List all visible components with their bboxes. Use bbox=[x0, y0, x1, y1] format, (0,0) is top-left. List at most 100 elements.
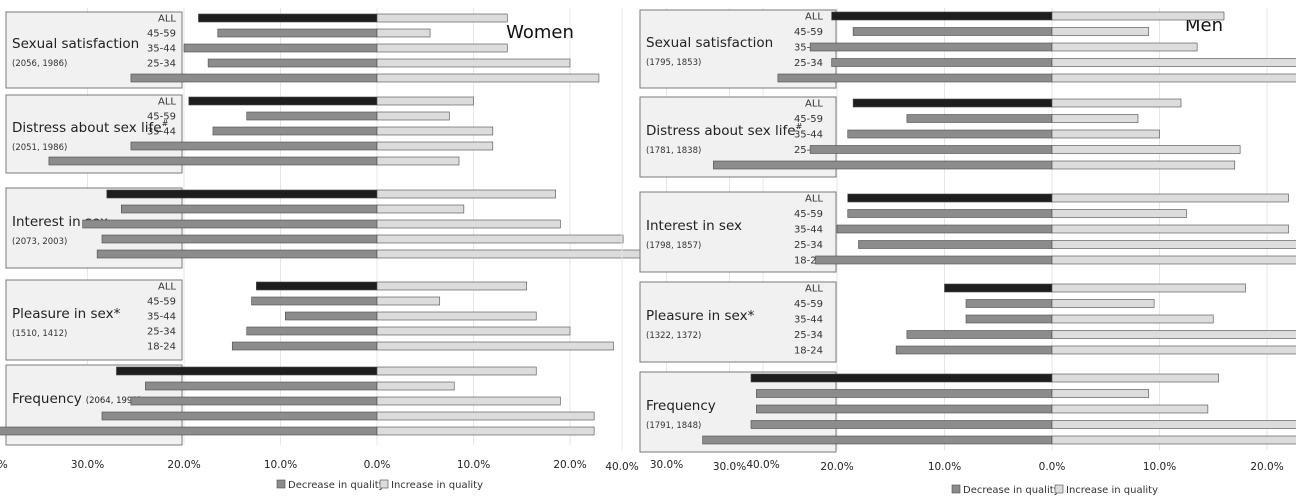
increase-bar bbox=[376, 141, 494, 151]
measure-sample-sizes: (1795, 1853) bbox=[646, 58, 701, 68]
age-group-label: 45-59 bbox=[794, 209, 823, 220]
x-tick-label: 30.0% bbox=[713, 461, 746, 473]
increase-bar bbox=[376, 189, 556, 199]
age-group-label: 35-44 bbox=[794, 315, 823, 326]
increase-bar bbox=[1051, 283, 1246, 293]
legend-swatch-decrease bbox=[951, 484, 961, 494]
age-group-label: 45-59 bbox=[147, 297, 176, 308]
measure-sample-sizes: (1791, 1848) bbox=[646, 421, 701, 431]
x-tick-label: 0.0% bbox=[1039, 461, 1066, 473]
increase-bar bbox=[1051, 73, 1296, 83]
measure-group: Distress about sex life# (1781, 1838) ALL 4… bbox=[639, 96, 1241, 178]
measure-sample-sizes: (2051, 1986) bbox=[12, 143, 67, 153]
increase-bar bbox=[1051, 255, 1296, 265]
age-group-label: 18-24 bbox=[147, 342, 176, 353]
measure-sample-sizes: (1510, 1412) bbox=[12, 329, 67, 339]
increase-bar bbox=[376, 381, 455, 391]
decrease-bar bbox=[756, 404, 1053, 414]
increase-bar bbox=[376, 341, 614, 351]
legend-swatch-increase bbox=[379, 479, 389, 489]
x-axis-ticks: 40.0%30.0%20.0%10.0%0.0%10.0%20.0%30.0%4… bbox=[605, 461, 1283, 473]
age-group-label: 25-34 bbox=[794, 240, 823, 251]
age-group-label: 25-34 bbox=[794, 58, 823, 69]
increase-bar bbox=[1051, 435, 1296, 445]
increase-bar bbox=[376, 426, 595, 436]
decrease-bar bbox=[130, 141, 378, 151]
increase-bar bbox=[376, 73, 600, 83]
increase-bar bbox=[1051, 129, 1160, 139]
decrease-bar bbox=[246, 326, 378, 336]
measure-sample-sizes: (1322, 1372) bbox=[646, 331, 701, 341]
decrease-bar bbox=[965, 314, 1053, 324]
legend-label-increase: Increase in quality bbox=[1066, 485, 1158, 496]
decrease-bar bbox=[852, 98, 1053, 108]
decrease-bar bbox=[145, 381, 378, 391]
decrease-bar bbox=[285, 311, 378, 321]
measure-label: Distress about sex life# bbox=[646, 122, 803, 139]
decrease-bar bbox=[847, 129, 1053, 139]
increase-bar bbox=[376, 43, 508, 53]
decrease-bar bbox=[847, 209, 1053, 218]
legend-swatch-increase bbox=[1054, 484, 1064, 494]
measure-name: Pleasure in sex* bbox=[12, 306, 121, 322]
measure-sample-sizes: (2073, 2003) bbox=[12, 237, 67, 247]
x-tick-label: 40.0% bbox=[746, 459, 779, 471]
decrease-bar bbox=[130, 73, 378, 83]
decrease-bar bbox=[130, 396, 378, 406]
age-group-label: 45-59 bbox=[147, 112, 176, 123]
age-group-label: 45-59 bbox=[794, 114, 823, 125]
increase-bar bbox=[376, 411, 595, 421]
age-group-label: ALL bbox=[805, 12, 823, 23]
measure-label-box bbox=[639, 281, 837, 363]
measure-label: Sexual satisfaction bbox=[12, 36, 139, 52]
age-group-label: 25-34 bbox=[147, 327, 176, 338]
increase-bar bbox=[1051, 345, 1296, 355]
decrease-bar bbox=[713, 160, 1053, 170]
increase-bar bbox=[1051, 58, 1296, 67]
decrease-bar bbox=[120, 204, 378, 214]
decrease-bar bbox=[96, 249, 378, 259]
x-tick-label: 20.0% bbox=[820, 461, 853, 473]
decrease-bar bbox=[702, 435, 1053, 445]
increase-bar bbox=[1051, 193, 1289, 203]
x-tick-label: 10.0% bbox=[928, 461, 961, 473]
decrease-bar bbox=[101, 411, 378, 421]
age-group-label: ALL bbox=[158, 282, 176, 293]
measure-group: Interest in sex(2073, 2003)ALL45-5935-44… bbox=[5, 187, 706, 269]
age-group-label: 35-44 bbox=[147, 44, 176, 55]
decrease-bar bbox=[48, 156, 378, 166]
decrease-bar bbox=[207, 58, 378, 68]
measure-name: Frequency bbox=[646, 398, 716, 414]
decrease-bar bbox=[0, 426, 378, 436]
increase-bar bbox=[1051, 209, 1187, 218]
x-tick-label: 30.0% bbox=[650, 459, 683, 471]
decrease-bar bbox=[906, 330, 1053, 339]
measure-group: Sexual satisfaction (2056, 1986) ALL 45-59 3… bbox=[5, 11, 600, 89]
increase-bar bbox=[1051, 240, 1296, 249]
increase-bar bbox=[376, 126, 494, 136]
age-group-label: ALL bbox=[805, 284, 823, 295]
decrease-bar bbox=[198, 13, 378, 23]
decrease-bar bbox=[212, 126, 378, 136]
increase-bar bbox=[376, 96, 474, 106]
increase-bar bbox=[1051, 299, 1155, 308]
legend: Decrease in quality Increase in quality bbox=[276, 479, 483, 491]
decrease-bar bbox=[246, 111, 378, 121]
measure-label: Distress about sex life# bbox=[12, 119, 169, 136]
increase-bar bbox=[1051, 114, 1139, 123]
chart-title: Women bbox=[506, 22, 574, 43]
decrease-bar bbox=[906, 114, 1053, 123]
increase-bar bbox=[376, 366, 537, 376]
measure-superscript: # bbox=[162, 119, 169, 128]
increase-bar bbox=[1051, 98, 1182, 108]
increase-bar bbox=[376, 111, 450, 121]
increase-bar bbox=[1051, 314, 1214, 324]
age-group-label: 45-59 bbox=[147, 29, 176, 40]
x-tick-label: 20.0% bbox=[553, 459, 586, 471]
decrease-bar bbox=[895, 345, 1053, 355]
increase-bar bbox=[376, 28, 431, 38]
decrease-bar bbox=[183, 43, 378, 53]
measure-label-box bbox=[639, 191, 837, 273]
decrease-bar bbox=[116, 366, 378, 376]
